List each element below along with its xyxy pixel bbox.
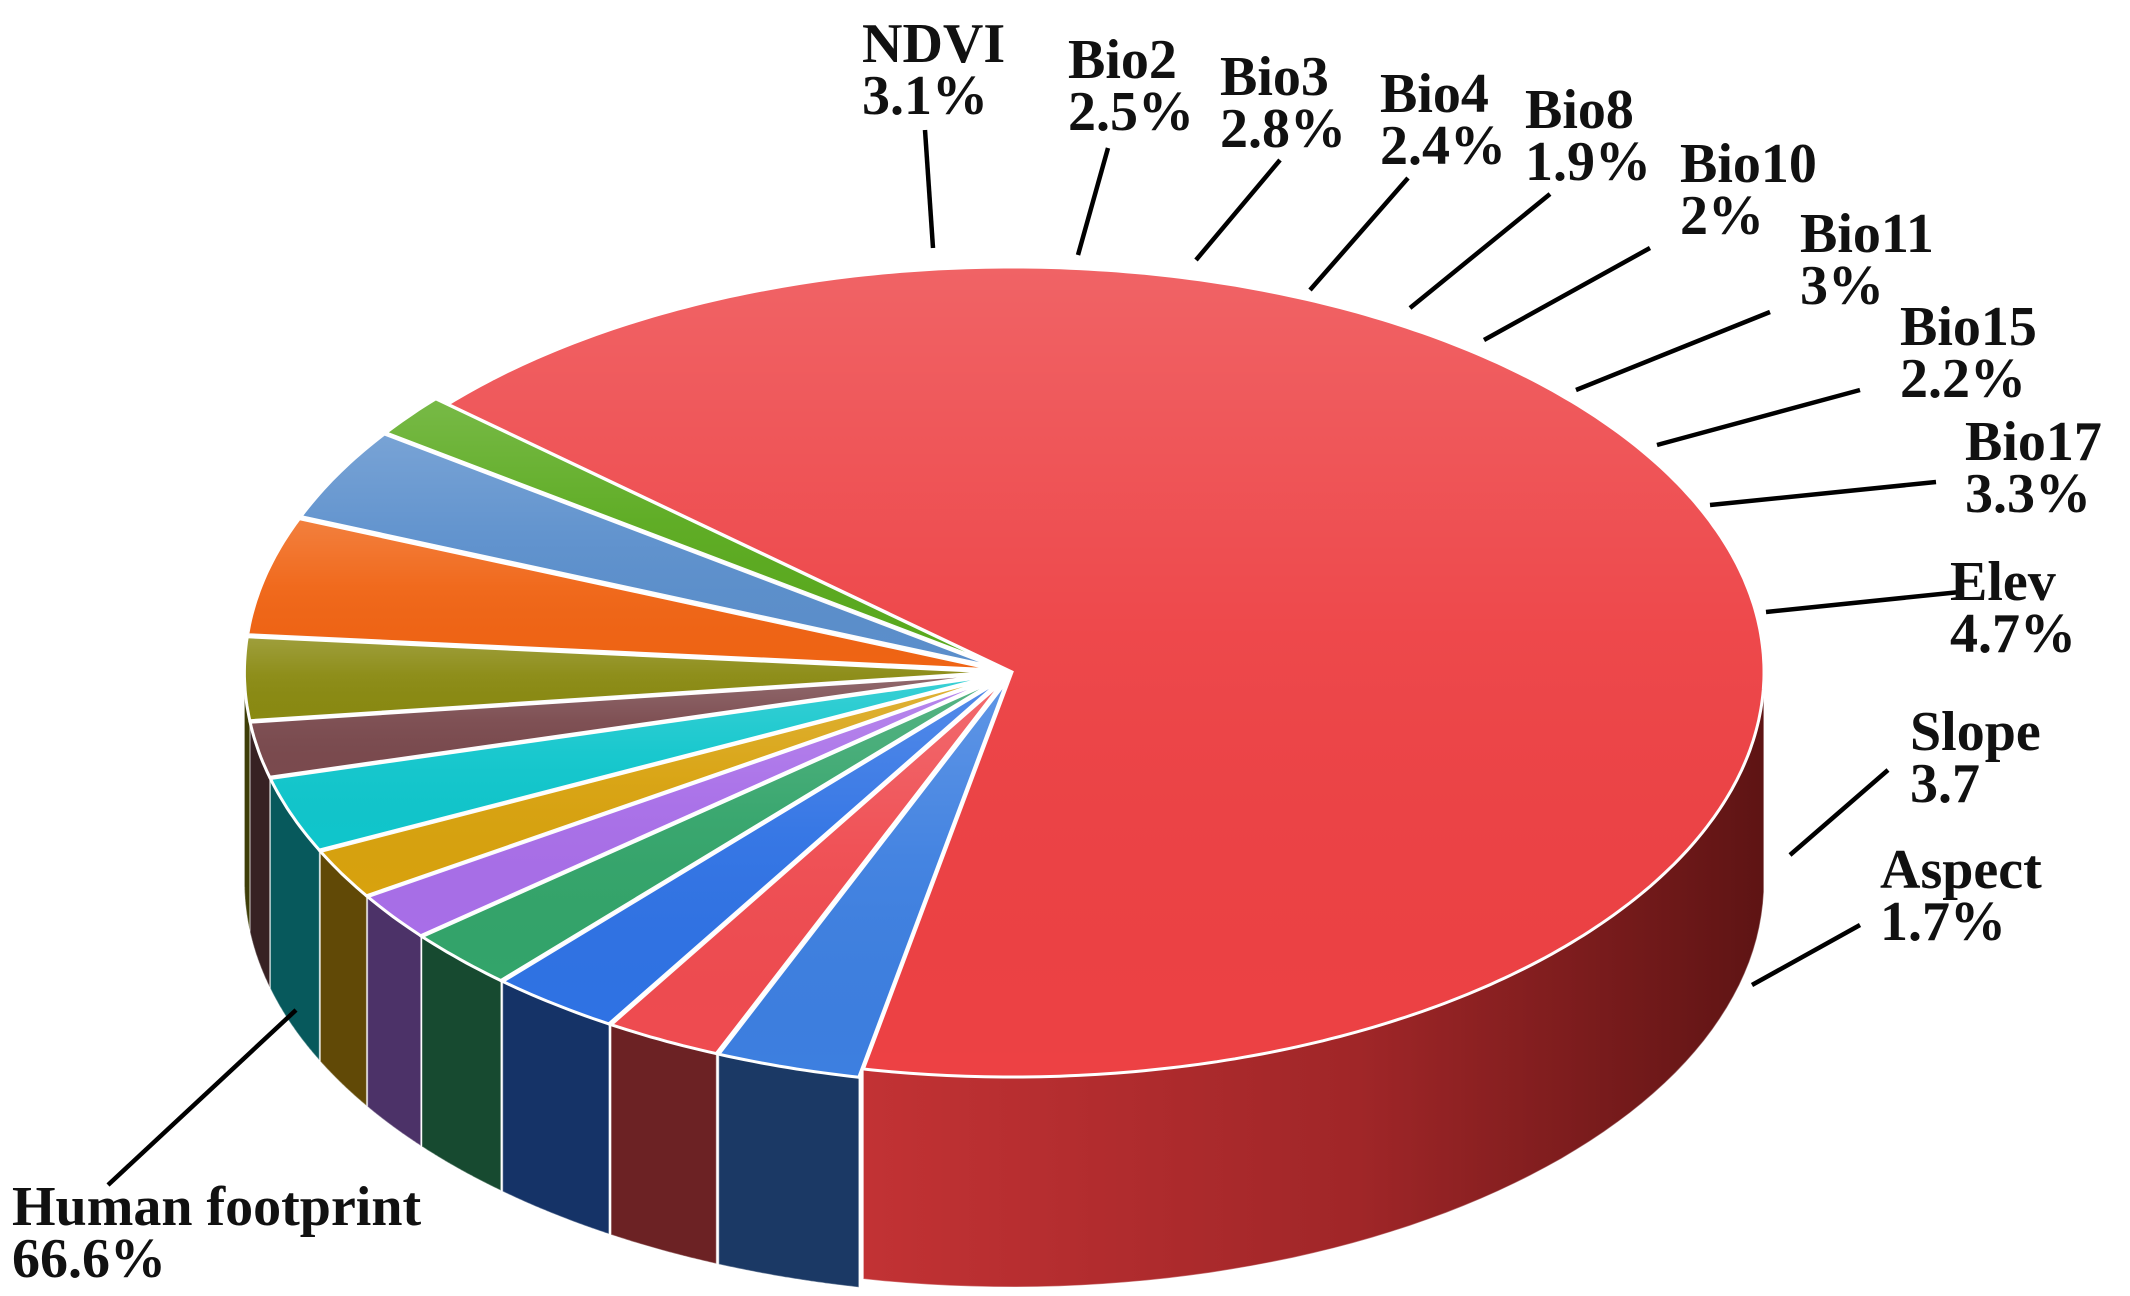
pie-tops bbox=[242, 265, 1766, 1079]
slice-side-bio2 bbox=[610, 1023, 717, 1265]
slice-sheen-human-footprint bbox=[447, 267, 1764, 1077]
slice-value-human-footprint: 66.6% bbox=[12, 1228, 166, 1290]
slice-name-bio4: Bio4 bbox=[1380, 63, 1489, 125]
slice-name-elev: Elev bbox=[1950, 551, 2056, 613]
slice-sheen-bio11 bbox=[270, 675, 998, 851]
slice-value-bio4: 2.4% bbox=[1380, 115, 1506, 177]
slice-name-aspect: Aspect bbox=[1880, 839, 2042, 901]
slice-sheen-bio10 bbox=[320, 676, 999, 896]
slice-name-slope: Slope bbox=[1910, 701, 2041, 763]
slice-name-ndvi: NDVI bbox=[862, 13, 1005, 75]
leader-line-bio15 bbox=[1656, 387, 1861, 448]
leader-line-elev bbox=[1765, 589, 1961, 615]
slice-value-bio15: 2.2% bbox=[1900, 348, 2026, 410]
slice-value-bio2: 2.5% bbox=[1068, 81, 1194, 143]
slice-value-elev: 4.7% bbox=[1950, 603, 2076, 665]
leader-lines bbox=[106, 129, 1961, 1187]
slice-sheen-aspect bbox=[385, 398, 1000, 667]
leader-line-ndvi bbox=[922, 129, 936, 249]
leader-line-bio4 bbox=[1308, 176, 1410, 292]
slice-name-bio2: Bio2 bbox=[1068, 29, 1177, 91]
leader-line-bio17 bbox=[1709, 479, 1937, 508]
leader-line-bio8 bbox=[1408, 192, 1552, 310]
leader-line-bio2 bbox=[1075, 147, 1111, 256]
slice-value-bio10: 2% bbox=[1680, 185, 1764, 247]
slice-name-bio17: Bio17 bbox=[1965, 411, 2102, 473]
slice-sheen-ndvi bbox=[718, 680, 1008, 1078]
leader-line-aspect bbox=[1750, 923, 1862, 987]
slice-sheen-elev bbox=[247, 518, 997, 670]
slice-name-bio11: Bio11 bbox=[1800, 203, 1934, 265]
slice-name-bio15: Bio15 bbox=[1900, 296, 2037, 358]
slice-name-bio3: Bio3 bbox=[1220, 46, 1329, 108]
slice-side-bio8 bbox=[367, 895, 422, 1147]
leader-line-slope bbox=[1788, 768, 1890, 857]
leader-line-bio10 bbox=[1482, 246, 1652, 342]
slice-sheen-bio15 bbox=[250, 673, 997, 778]
slice-name-bio10: Bio10 bbox=[1680, 133, 1817, 195]
slice-value-bio17: 3.3% bbox=[1965, 463, 2091, 525]
slice-sheen-bio2 bbox=[611, 679, 1005, 1054]
leader-line-bio11 bbox=[1575, 309, 1771, 393]
leader-line-human-footprint bbox=[106, 1008, 298, 1187]
slice-name-human-footprint: Human footprint bbox=[12, 1176, 421, 1238]
slice-value-bio3: 2.8% bbox=[1220, 98, 1346, 160]
slice-value-ndvi: 3.1% bbox=[862, 65, 988, 127]
slice-sheen-slope bbox=[300, 434, 999, 668]
slice-value-aspect: 1.7% bbox=[1880, 891, 2006, 953]
pie-sides bbox=[243, 672, 1765, 1288]
slice-side-ndvi bbox=[718, 1053, 860, 1288]
leader-line-bio3 bbox=[1194, 158, 1282, 262]
slice-value-bio8: 1.9% bbox=[1525, 131, 1651, 193]
slice-value-slope: 3.7 bbox=[1910, 753, 1980, 815]
slice-sheen-bio3 bbox=[502, 678, 1003, 1024]
slice-value-bio11: 3% bbox=[1800, 255, 1884, 317]
slice-name-bio8: Bio8 bbox=[1525, 79, 1634, 141]
slice-sheen-bio17 bbox=[244, 636, 997, 721]
slice-sheen-bio8 bbox=[367, 677, 1000, 936]
slice-sheen-bio4 bbox=[422, 678, 1001, 981]
